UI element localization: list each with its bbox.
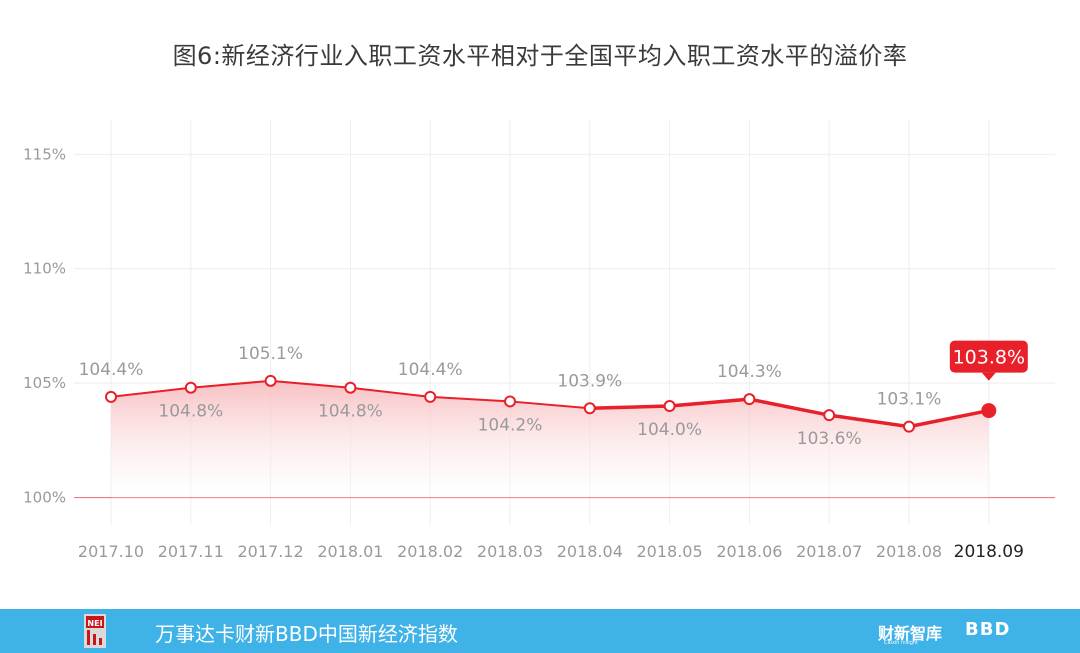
series-segment xyxy=(110,386,192,398)
x-tick-label: 2018.04 xyxy=(557,542,623,561)
data-label: 103.1% xyxy=(877,390,942,410)
data-label: 104.8% xyxy=(318,402,383,422)
series-segment xyxy=(189,379,272,389)
data-points xyxy=(105,374,997,433)
series-segment xyxy=(827,413,911,429)
series-segment xyxy=(667,397,752,408)
data-label: 104.4% xyxy=(79,360,144,380)
area-fill xyxy=(111,380,989,498)
data-point xyxy=(105,390,117,403)
series-segment xyxy=(509,400,591,410)
svg-text:NEI: NEI xyxy=(87,619,102,628)
data-label: 104.8% xyxy=(158,402,223,422)
footer-bar: NEI 万事达卡财新BBD中国新经济指数 财新智库 Caixin Insight… xyxy=(0,609,1080,653)
data-label: 105.1% xyxy=(238,344,303,364)
y-tick-label: 110% xyxy=(23,260,66,278)
data-point xyxy=(184,381,197,394)
data-label: 103.6% xyxy=(797,429,862,449)
data-point xyxy=(583,402,596,415)
data-label-highlight: 103.8% xyxy=(953,347,1025,369)
line-chart: 104.4% 104.8% 105.1% 104.8% 104.4% 104.2% 103.… xyxy=(23,120,1055,562)
caixin-insight-sub: Caixin Insight xyxy=(884,640,918,646)
data-point xyxy=(344,381,357,394)
data-point-highlight xyxy=(981,403,997,419)
data-label: 103.9% xyxy=(557,371,622,391)
x-tick-label: 2017.12 xyxy=(238,542,304,561)
data-point xyxy=(424,390,437,403)
series-segment xyxy=(269,379,352,389)
x-tick-label: 2018.08 xyxy=(876,542,942,561)
series-segment xyxy=(907,408,991,429)
highlight-callout-pointer xyxy=(981,372,996,381)
bbd-logo: BBD xyxy=(965,619,1011,640)
data-point xyxy=(504,395,516,408)
data-point xyxy=(264,374,277,387)
data-labels: 104.4% 104.8% 105.1% 104.8% 104.4% 104.2% 103.… xyxy=(79,340,1028,449)
axes: 100% 105% 110% 115% 2017.10 2017.11 2017.12 201… xyxy=(23,145,1024,562)
data-label: 104.4% xyxy=(398,360,463,380)
x-tick-label: 2018.01 xyxy=(317,542,383,561)
x-tick-label: 2018.06 xyxy=(716,542,782,561)
caixin-insight-logo: 财新智库 xyxy=(878,624,943,643)
x-tick-label: 2018.07 xyxy=(796,542,862,561)
chart-title: 图6:新经济行业入职工资水平相对于全国平均入职工资水平的溢价率 xyxy=(172,42,908,70)
index-name: 万事达卡财新BBD中国新经济指数 xyxy=(155,622,458,646)
series-segment xyxy=(747,397,831,417)
y-tick-label: 105% xyxy=(23,374,66,392)
series-segment xyxy=(349,386,432,398)
series-segment xyxy=(429,395,511,403)
x-tick-label: 2018.05 xyxy=(637,542,703,561)
x-tick-label: 2017.10 xyxy=(78,542,144,561)
data-point xyxy=(743,393,756,406)
series-line xyxy=(110,379,991,429)
data-point xyxy=(823,409,836,422)
nei-logo-icon: NEI xyxy=(84,614,106,648)
data-label: 104.2% xyxy=(478,415,543,435)
x-tick-label: 2017.11 xyxy=(158,542,224,561)
data-point xyxy=(903,420,915,433)
x-tick-label: 2018.03 xyxy=(477,542,543,561)
y-tick-label: 115% xyxy=(23,145,66,163)
data-point xyxy=(663,400,676,413)
series-segment xyxy=(588,404,672,411)
y-tick-label: 100% xyxy=(23,489,66,507)
data-label: 104.3% xyxy=(717,362,782,382)
highlight-callout xyxy=(949,340,1028,373)
area-path xyxy=(111,380,989,498)
x-tick-label: 2018.02 xyxy=(397,542,463,561)
x-tick-label: 2018.09 xyxy=(954,542,1024,562)
data-label: 104.0% xyxy=(637,420,702,440)
